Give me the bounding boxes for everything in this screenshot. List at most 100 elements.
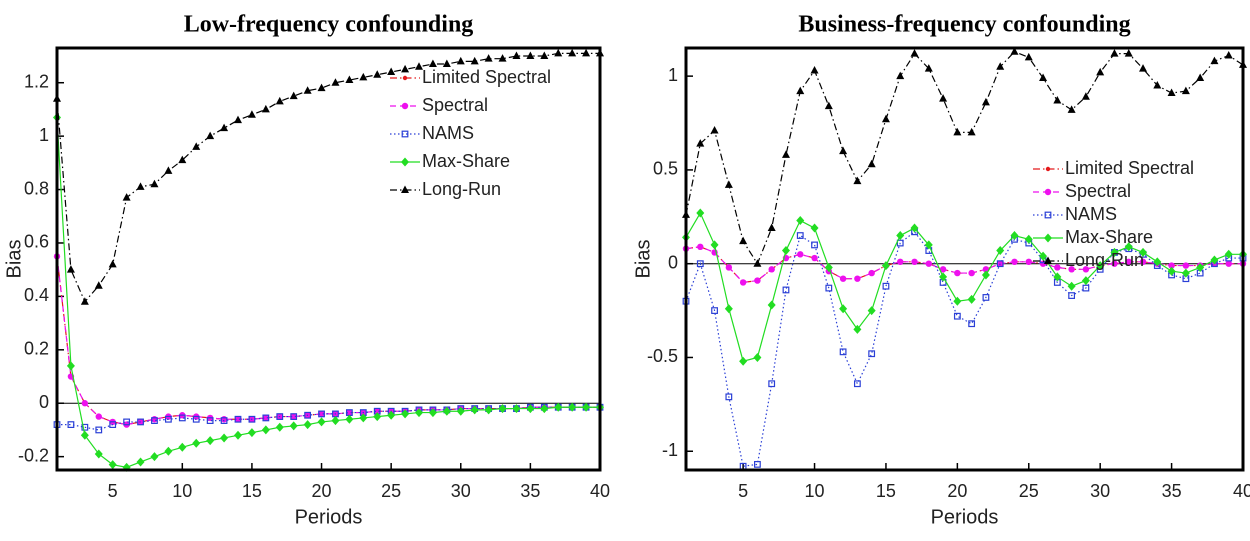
marker xyxy=(853,324,862,334)
marker xyxy=(753,352,762,362)
marker xyxy=(122,193,131,201)
marker xyxy=(868,269,875,277)
marker xyxy=(345,414,354,424)
marker xyxy=(1125,258,1132,266)
marker xyxy=(782,286,790,294)
marker xyxy=(540,51,549,60)
x-tick-label: 20 xyxy=(312,481,332,501)
marker xyxy=(896,239,904,247)
marker xyxy=(261,425,270,435)
marker xyxy=(401,185,409,193)
legend-text: Max-Share xyxy=(1065,227,1153,247)
marker xyxy=(725,264,733,271)
marker xyxy=(206,131,215,140)
marker xyxy=(968,320,976,328)
x-axis-label: Periods xyxy=(931,506,999,528)
marker xyxy=(178,414,186,422)
marker xyxy=(1210,255,1219,265)
marker xyxy=(1124,49,1133,57)
marker xyxy=(1011,258,1018,266)
marker xyxy=(1210,56,1219,65)
marker xyxy=(331,416,340,426)
marker xyxy=(373,412,382,422)
marker xyxy=(318,410,325,418)
marker xyxy=(108,460,117,470)
marker xyxy=(868,350,876,358)
marker xyxy=(810,66,819,74)
marker xyxy=(1025,258,1032,266)
marker xyxy=(317,417,326,427)
marker xyxy=(954,269,961,277)
marker xyxy=(109,421,117,428)
marker xyxy=(796,216,805,226)
marker xyxy=(512,404,521,414)
y-tick-label: 0.2 xyxy=(24,339,49,359)
marker xyxy=(1168,262,1175,269)
marker xyxy=(136,182,145,190)
x-tick-label: 5 xyxy=(108,481,118,501)
marker xyxy=(234,415,242,423)
legend-text: Long-Run xyxy=(422,179,501,199)
marker xyxy=(526,404,535,414)
marker xyxy=(442,406,451,416)
marker xyxy=(1081,276,1090,286)
y-tick-label: 0 xyxy=(668,252,678,272)
chart-title: Business-frequency confounding xyxy=(798,12,1130,38)
marker xyxy=(66,361,75,371)
y-tick-label: 0 xyxy=(39,392,49,412)
marker xyxy=(136,457,145,467)
marker xyxy=(910,223,919,233)
marker xyxy=(1096,261,1105,271)
marker xyxy=(137,418,144,426)
marker xyxy=(981,270,990,280)
panel: Business-frequency confounding Periods Bia… xyxy=(632,12,1250,529)
marker xyxy=(247,428,256,438)
marker xyxy=(939,272,948,282)
marker xyxy=(1039,251,1048,261)
legend-text: NAMS xyxy=(422,123,474,143)
marker xyxy=(967,294,976,304)
marker xyxy=(796,86,805,95)
y-tick-label: -1 xyxy=(662,440,678,460)
marker xyxy=(484,54,493,62)
marker xyxy=(854,275,861,282)
marker xyxy=(867,159,876,168)
marker xyxy=(797,251,804,258)
marker xyxy=(981,97,990,106)
marker xyxy=(710,126,719,134)
marker xyxy=(568,402,577,412)
series-line xyxy=(57,406,600,431)
marker xyxy=(839,304,848,314)
marker xyxy=(234,430,242,440)
y-tick-label: -0.2 xyxy=(18,445,49,465)
y-tick-label: 1.2 xyxy=(24,71,49,91)
marker xyxy=(206,417,214,424)
series-line xyxy=(56,256,600,426)
marker xyxy=(739,279,747,286)
marker xyxy=(982,266,990,273)
marker xyxy=(839,275,847,282)
marker xyxy=(317,83,326,92)
marker xyxy=(1181,86,1190,95)
y-tick-label: 0.4 xyxy=(24,285,49,305)
marker xyxy=(796,232,804,239)
y-axis-label: Bias xyxy=(632,240,654,279)
marker xyxy=(220,417,228,424)
marker xyxy=(303,420,312,430)
marker xyxy=(839,348,847,356)
marker xyxy=(1067,105,1076,113)
marker xyxy=(924,64,933,72)
marker xyxy=(968,269,975,277)
marker xyxy=(1039,73,1048,82)
series-line xyxy=(685,211,1243,362)
x-tick-label: 25 xyxy=(381,481,401,501)
x-tick-label: 40 xyxy=(590,481,610,501)
x-tick-label: 35 xyxy=(1162,481,1182,501)
marker xyxy=(415,408,423,418)
y-tick-label: -0.5 xyxy=(647,346,678,366)
legend-text: Limited Spectral xyxy=(422,67,551,87)
marker xyxy=(1068,292,1076,299)
marker xyxy=(192,142,201,150)
marker xyxy=(767,300,776,310)
marker xyxy=(289,91,298,100)
